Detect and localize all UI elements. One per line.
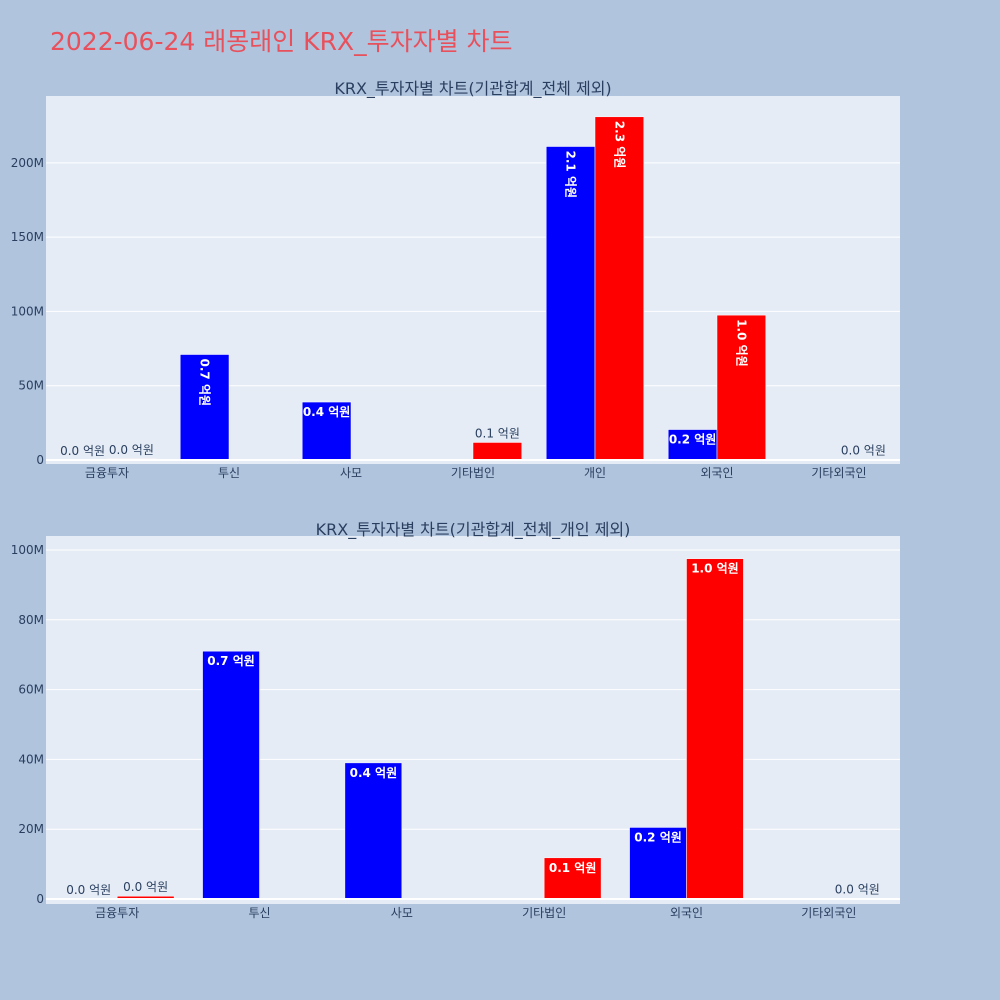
data-label: 0.0 억원	[60, 444, 105, 458]
x-tick-label: 기타법인	[451, 466, 495, 480]
x-tick-label: 투신	[218, 466, 240, 480]
data-label: 0.0 억원	[66, 883, 111, 897]
x-tick-label: 기타외국인	[801, 906, 856, 920]
x-tick-label: 사모	[340, 466, 362, 480]
data-label: 0.0 억원	[841, 444, 886, 458]
bar	[301, 401, 352, 461]
data-label: 0.4 억원	[303, 405, 351, 419]
chart-title: KRX_투자자별 차트(기관합계_전체 제외)	[334, 79, 611, 99]
bar	[543, 857, 602, 900]
data-label: 0.4 억원	[350, 766, 398, 780]
data-label: 0.0 억원	[835, 882, 880, 896]
y-tick-label: 100M	[11, 543, 44, 557]
y-tick-label: 0	[36, 892, 44, 906]
bar	[686, 558, 744, 900]
data-label: 0.0 억원	[123, 880, 168, 894]
y-tick-label: 200M	[11, 156, 44, 170]
y-tick-label: 150M	[11, 230, 44, 244]
x-tick-label: 금융투자	[95, 906, 139, 920]
y-tick-label: 100M	[11, 304, 44, 318]
bar	[472, 442, 523, 461]
x-tick-label: 기타법인	[522, 906, 566, 920]
bar	[594, 116, 645, 461]
x-tick-label: 외국인	[700, 466, 733, 480]
data-label: 0.7 억원	[207, 654, 255, 668]
chart-bottom: 0 20M 40M 60M 80M 100M KRX_투자자별 차트(기관합계_전체_개인 …	[11, 520, 900, 920]
data-label: 0.2 억원	[669, 433, 717, 447]
y-tick-label: 40M	[18, 752, 44, 766]
bar	[629, 827, 687, 900]
y-tick-label: 20M	[18, 822, 44, 836]
page-title: 2022-06-24 래몽래인 KRX_투자자별 차트	[50, 27, 513, 56]
data-label: 0.1 억원	[549, 861, 597, 875]
x-tick-label: 투신	[248, 906, 270, 920]
data-label: 0.1 억원	[475, 426, 520, 440]
y-tick-label: 50M	[18, 379, 44, 393]
plot-area	[46, 96, 900, 464]
x-tick-label: 개인	[584, 466, 606, 480]
bar	[179, 354, 230, 461]
bar	[716, 314, 767, 461]
y-tick-label: 0	[36, 453, 44, 467]
data-label: 0.2 억원	[634, 830, 682, 844]
data-label: 0.7 억원	[198, 359, 212, 407]
chart-top: 0 50M 100M 150M 200M KRX_투자자별 차트(기관합계_전체 제외) 금…	[11, 79, 900, 480]
bar	[344, 762, 403, 900]
x-tick-label: 외국인	[670, 906, 703, 920]
data-label: 2.3 억원	[612, 121, 626, 169]
x-tick-label: 기타외국인	[811, 466, 866, 480]
bar	[202, 650, 260, 900]
y-tick-label: 80M	[18, 613, 44, 627]
bar	[545, 146, 596, 461]
x-tick-label: 금융투자	[85, 466, 129, 480]
y-tick-label: 60M	[18, 683, 44, 697]
data-label: 2.1 억원	[564, 151, 578, 199]
data-label: 1.0 억원	[691, 562, 739, 576]
chart-title: KRX_투자자별 차트(기관합계_전체_개인 제외)	[316, 520, 631, 540]
data-label: 0.0 억원	[109, 443, 154, 457]
x-tick-label: 사모	[391, 906, 413, 920]
data-label: 1.0 억원	[734, 319, 748, 367]
plot-area	[46, 536, 900, 904]
